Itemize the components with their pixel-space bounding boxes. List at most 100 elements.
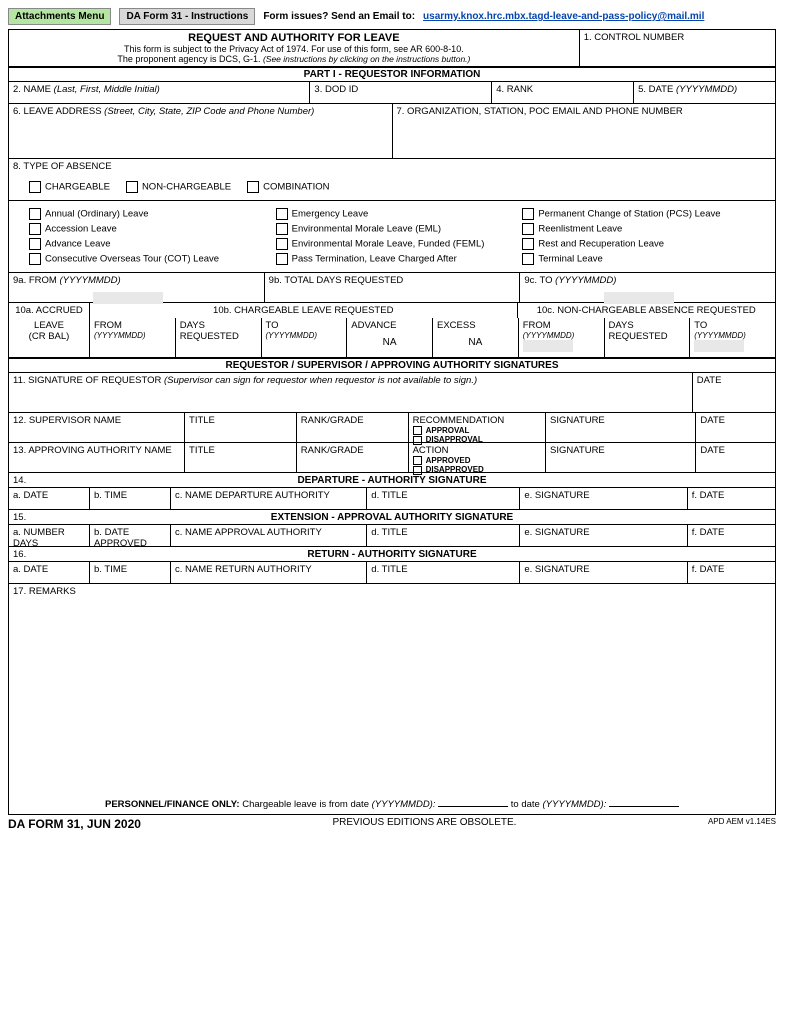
field-12-title: TITLE bbox=[189, 415, 215, 426]
field-6-label: 6. LEAVE ADDRESS (Street, City, State, Z… bbox=[13, 106, 314, 117]
15b: b. DATE APPROVED bbox=[94, 527, 147, 549]
field-13-rank: RANK/GRADE bbox=[301, 445, 364, 456]
field-13-date: DATE bbox=[700, 445, 725, 456]
field-11-label: 11. SIGNATURE OF REQUESTOR (Supervisor c… bbox=[13, 375, 477, 386]
field-13-action: ACTION bbox=[413, 445, 541, 456]
footer-right: APD AEM v1.14ES bbox=[708, 817, 776, 831]
10b-to-label: TO bbox=[266, 320, 343, 331]
field-12-label: 12. SUPERVISOR NAME bbox=[13, 415, 121, 426]
field-10a-label3: (CR BAL) bbox=[13, 331, 85, 342]
15a: a. NUMBER DAYS bbox=[13, 527, 65, 549]
field-17-label: 17. REMARKS bbox=[13, 586, 771, 597]
10c-to-input[interactable] bbox=[694, 340, 744, 352]
absence-col3: Permanent Change of Station (PCS) LeaveR… bbox=[522, 205, 769, 268]
16a: a. DATE bbox=[13, 564, 48, 575]
departure-bar: DEPARTURE - AUTHORITY SIGNATURE bbox=[9, 475, 775, 486]
absence-col2: Emergency LeaveEnvironmental Morale Leav… bbox=[276, 205, 523, 268]
absence-option-checkbox[interactable] bbox=[29, 238, 41, 250]
10b-to-yy: (YYYYMMDD) bbox=[266, 331, 343, 340]
field-9c-label: 9c. TO (YYYYMMDD) bbox=[524, 275, 616, 286]
field-11-date: DATE bbox=[697, 375, 722, 386]
attachments-menu-button[interactable]: Attachments Menu bbox=[8, 8, 111, 25]
16b: b. TIME bbox=[94, 564, 127, 575]
form-subtitle-1: This form is subject to the Privacy Act … bbox=[13, 44, 575, 54]
personnel-finance-line: PERSONNEL/FINANCE ONLY: Chargeable leave… bbox=[9, 799, 775, 810]
absence-option-checkbox[interactable] bbox=[276, 238, 288, 250]
absence-option-checkbox[interactable] bbox=[522, 223, 534, 235]
field-13-sig: SIGNATURE bbox=[550, 445, 605, 456]
absence-option-checkbox[interactable] bbox=[29, 253, 41, 265]
15d: d. TITLE bbox=[371, 527, 407, 538]
field-2-label: 2. NAME (Last, First, Middle Initial) bbox=[13, 84, 160, 95]
absence-col1: Annual (Ordinary) LeaveAccession LeaveAd… bbox=[29, 205, 276, 268]
field-13-title: TITLE bbox=[189, 445, 215, 456]
16e: e. SIGNATURE bbox=[524, 564, 589, 575]
10c-days-label: DAYS REQUESTED bbox=[609, 320, 686, 342]
field-10a-label2: LEAVE bbox=[13, 320, 85, 331]
10c-to-label: TO bbox=[694, 320, 771, 331]
16d: d. TITLE bbox=[371, 564, 407, 575]
14e: e. SIGNATURE bbox=[524, 490, 589, 501]
10b-exc-na: NA bbox=[437, 331, 514, 348]
footer-mid: PREVIOUS EDITIONS ARE OBSOLETE. bbox=[332, 817, 516, 831]
absence-option-checkbox[interactable] bbox=[29, 223, 41, 235]
field-4-label: 4. RANK bbox=[496, 84, 533, 95]
approval-checkbox[interactable] bbox=[413, 426, 422, 435]
form-title: REQUEST AND AUTHORITY FOR LEAVE bbox=[13, 32, 575, 44]
field-10c-label: 10c. NON-CHARGEABLE ABSENCE REQUESTED bbox=[537, 305, 756, 316]
form-issues-label: Form issues? Send an Email to: bbox=[263, 11, 415, 22]
absence-option-checkbox[interactable] bbox=[522, 238, 534, 250]
signatures-bar: REQUESTOR / SUPERVISOR / APPROVING AUTHO… bbox=[9, 358, 775, 373]
field-8-label: 8. TYPE OF ABSENCE bbox=[13, 161, 112, 172]
field-12-rec: RECOMMENDATION bbox=[413, 415, 541, 426]
da-form-31: REQUEST AND AUTHORITY FOR LEAVE This for… bbox=[8, 29, 776, 815]
10b-from-yy: (YYYYMMDD) bbox=[94, 331, 171, 340]
16f: f. DATE bbox=[692, 564, 725, 575]
approved-checkbox[interactable] bbox=[413, 456, 422, 465]
absence-option-checkbox[interactable] bbox=[29, 208, 41, 220]
14d: d. TITLE bbox=[371, 490, 407, 501]
15c: c. NAME APPROVAL AUTHORITY bbox=[175, 527, 322, 538]
15f: f. DATE bbox=[692, 527, 725, 538]
part1-bar: PART I - REQUESTOR INFORMATION bbox=[9, 67, 775, 82]
10b-adv-na: NA bbox=[351, 331, 428, 348]
10b-from-label: FROM bbox=[94, 320, 171, 331]
form-subtitle-2: The proponent agency is DCS, G-1. (See i… bbox=[13, 54, 575, 64]
field-1-label: 1. CONTROL NUMBER bbox=[584, 32, 771, 43]
field-5-label: 5. DATE (YYYYMMDD) bbox=[638, 84, 737, 95]
approval-label: APPROVAL bbox=[426, 426, 470, 435]
10c-from-input[interactable] bbox=[523, 340, 573, 352]
absence-option-checkbox[interactable] bbox=[522, 208, 534, 220]
form-footer: DA FORM 31, JUN 2020 PREVIOUS EDITIONS A… bbox=[8, 815, 776, 833]
10c-from-yy: (YYYYMMDD) bbox=[523, 331, 600, 340]
absence-option-checkbox[interactable] bbox=[276, 253, 288, 265]
field-13-label: 13. APPROVING AUTHORITY NAME bbox=[13, 445, 172, 456]
16c: c. NAME RETURN AUTHORITY bbox=[175, 564, 312, 575]
10b-days-label: DAYS REQUESTED bbox=[180, 320, 257, 342]
14c: c. NAME DEPARTURE AUTHORITY bbox=[175, 490, 330, 501]
combination-checkbox[interactable] bbox=[247, 181, 259, 193]
field-9b-label: 9b. TOTAL DAYS REQUESTED bbox=[269, 275, 404, 286]
nonchargeable-checkbox[interactable] bbox=[126, 181, 138, 193]
extension-bar: EXTENSION - APPROVAL AUTHORITY SIGNATURE bbox=[9, 512, 775, 523]
15e: e. SIGNATURE bbox=[524, 527, 589, 538]
10b-adv-label: ADVANCE bbox=[351, 320, 428, 331]
instructions-button[interactable]: DA Form 31 - Instructions bbox=[119, 8, 255, 25]
field-12-sig: SIGNATURE bbox=[550, 415, 605, 426]
10b-exc-label: EXCESS bbox=[437, 320, 514, 331]
field-9a-label: 9a. FROM (YYYYMMDD) bbox=[13, 275, 121, 286]
14b: b. TIME bbox=[94, 490, 127, 501]
support-email-link[interactable]: usarmy.knox.hrc.mbx.tagd-leave-and-pass-… bbox=[423, 11, 704, 22]
absence-option-checkbox[interactable] bbox=[522, 253, 534, 265]
return-bar: RETURN - AUTHORITY SIGNATURE bbox=[9, 549, 775, 560]
chargeable-checkbox[interactable] bbox=[29, 181, 41, 193]
absence-option-checkbox[interactable] bbox=[276, 223, 288, 235]
approved-label: APPROVED bbox=[426, 456, 471, 465]
field-12-rank: RANK/GRADE bbox=[301, 415, 364, 426]
14a: a. DATE bbox=[13, 490, 48, 501]
footer-left: DA FORM 31, JUN 2020 bbox=[8, 817, 141, 831]
absence-option-checkbox[interactable] bbox=[276, 208, 288, 220]
field-12-date: DATE bbox=[700, 415, 725, 426]
field-3-label: 3. DOD ID bbox=[314, 84, 358, 95]
10c-to-yy: (YYYYMMDD) bbox=[694, 331, 771, 340]
